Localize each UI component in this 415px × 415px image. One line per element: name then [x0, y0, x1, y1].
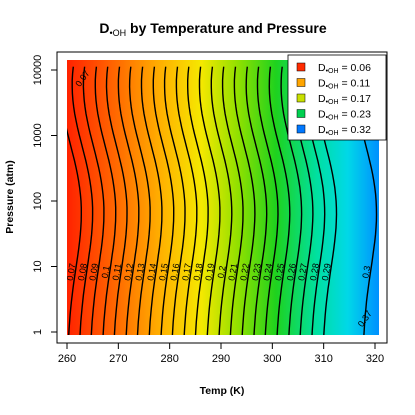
y-tick-label: 1000 — [32, 123, 44, 147]
contour-line-0.2 — [210, 66, 233, 335]
x-tick-label: 320 — [366, 353, 384, 365]
chart-title: D•OH by Temperature and Pressure — [99, 20, 326, 38]
legend-label: D•OH = 0.32 — [318, 124, 371, 137]
contour-label: 0.11 — [110, 263, 123, 281]
contour-label: 0.14 — [145, 262, 158, 281]
contour-line-0.15 — [152, 66, 175, 335]
contour-line-0.11 — [105, 66, 128, 335]
y-tick-label: 100 — [32, 192, 44, 210]
x-tick-label: 290 — [212, 353, 230, 365]
contour-label: 0.09 — [87, 262, 100, 281]
contour-label: 0.15 — [157, 262, 170, 281]
contour-label: 0.18 — [192, 262, 205, 281]
contour-label: 0.26 — [285, 262, 298, 281]
contour-line-0.12 — [117, 66, 140, 335]
legend: D•OH = 0.06 D•OH = 0.11 D•OH = 0.17 D•OH = … — [287, 54, 387, 141]
legend-swatch — [296, 124, 306, 134]
contour-label: 0.16 — [168, 262, 181, 281]
x-tick-label: 300 — [263, 353, 281, 365]
contour-line-0.25 — [268, 66, 291, 335]
y-axis: 1 10 100 1000 10000 — [32, 55, 58, 335]
contour-line-0.08 — [71, 66, 94, 335]
contour-line-0.26 — [280, 66, 303, 335]
contour-line-0.16 — [163, 66, 186, 335]
x-axis: 260 270 280 290 300 310 320 — [58, 342, 384, 365]
legend-swatch — [296, 109, 306, 118]
contour-line-0.09 — [82, 66, 105, 335]
contour-label: 0.3 — [360, 265, 372, 279]
contour-labels: 0.070.080.09 0.10.110.120.130.140.150.160… — [65, 68, 374, 328]
contour-label: 0.08 — [76, 262, 89, 281]
contour-line-0.22 — [233, 66, 256, 335]
legend-label: D•OH = 0.06 — [318, 62, 371, 75]
x-tick-label: 270 — [109, 353, 127, 365]
contour-label: 0.12 — [122, 262, 135, 281]
y-tick-label: 10 — [32, 260, 44, 272]
x-axis-label: Temp (K) — [200, 385, 245, 397]
contour-label: 0.21 — [226, 262, 239, 281]
contour-label: 0.27 — [296, 262, 309, 281]
contour-label: 0.25 — [273, 262, 286, 281]
contour-label: 0.1 — [100, 265, 112, 279]
contour-line-0.13 — [128, 66, 151, 335]
legend-label: D•OH = 0.23 — [318, 109, 371, 122]
contour-label: 0.19 — [203, 262, 216, 281]
x-tick-label: 310 — [314, 353, 332, 365]
contour-label: 0.07 — [65, 262, 78, 281]
legend-label: D•OH = 0.17 — [318, 93, 371, 106]
contour-line-0.17 — [175, 66, 198, 335]
contour-line-0.19 — [198, 66, 221, 335]
y-tick-label: 10000 — [32, 55, 44, 86]
contour-label: 0.28 — [308, 262, 321, 281]
contour-line-0.14 — [140, 66, 163, 335]
y-tick-label: 1 — [32, 329, 44, 335]
x-tick-label: 260 — [58, 353, 76, 365]
contour-label: 0.24 — [261, 262, 274, 281]
contour-label: 0.2 — [216, 265, 228, 279]
legend-swatch — [296, 78, 306, 87]
contour-line-0.21 — [221, 66, 244, 335]
x-tick-label: 280 — [160, 353, 178, 365]
contour-label: 0.29 — [320, 262, 333, 281]
contour-line-0.1 — [94, 66, 117, 335]
legend-swatch — [296, 93, 306, 103]
contour-line-0.18 — [187, 66, 209, 335]
contour-label: 0.13 — [134, 262, 147, 281]
contour-line-0.07 — [67, 127, 82, 335]
contour-label: 0.22 — [238, 262, 251, 281]
legend-swatch — [296, 62, 306, 72]
contour-label: 0.17 — [180, 262, 193, 281]
contour-line-0.23 — [245, 66, 268, 335]
y-axis-label: Pressure (atm) — [4, 160, 16, 234]
contour-line-0.24 — [256, 66, 279, 335]
contour-label: 0.23 — [250, 262, 263, 281]
legend-label: D•OH = 0.11 — [318, 78, 370, 91]
